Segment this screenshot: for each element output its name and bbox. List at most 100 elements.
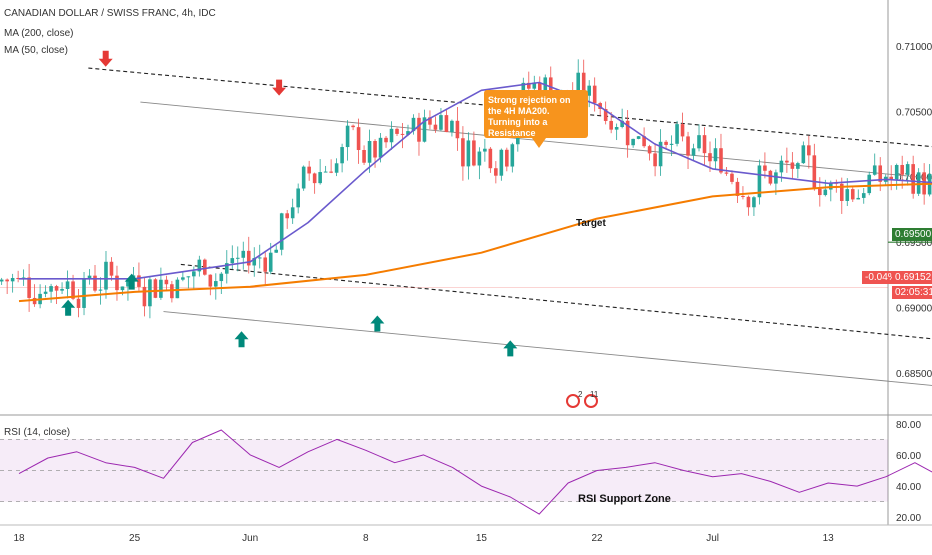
candle-body — [110, 262, 114, 276]
y-tick-label: 0.69000 — [896, 304, 932, 315]
candle-body — [346, 126, 350, 147]
candle-body — [390, 129, 394, 142]
x-tick-label: 18 — [13, 533, 25, 544]
candle-body — [593, 86, 597, 103]
candle-body — [774, 172, 778, 183]
candle-body — [719, 148, 723, 172]
candle-body — [845, 189, 849, 201]
candle-body — [209, 275, 213, 287]
candle-body — [181, 277, 185, 279]
candle-body — [807, 145, 811, 155]
candle-body — [313, 173, 317, 183]
candle-body — [99, 290, 103, 291]
candle-body — [747, 197, 751, 207]
candle-body — [917, 172, 921, 193]
candle-body — [88, 276, 92, 279]
candle-body — [395, 129, 399, 134]
candle-body — [511, 144, 515, 166]
y-tick-label: 0.70500 — [896, 107, 932, 118]
candle-body — [373, 141, 377, 158]
candle-body — [434, 125, 438, 130]
candle-body — [906, 164, 910, 175]
candle-body — [115, 276, 119, 290]
event-badges[interactable]: 2 11 — [566, 390, 600, 412]
candle-body — [851, 189, 855, 199]
candle-body — [143, 287, 147, 306]
candle-body — [192, 271, 196, 276]
candle-body — [104, 262, 108, 290]
candle-body — [351, 126, 355, 127]
candle-body — [862, 193, 866, 198]
candle-body — [0, 280, 3, 282]
candle-body — [697, 135, 701, 148]
candle-body — [258, 257, 262, 258]
rsi-tick-label: 20.00 — [896, 513, 921, 524]
candle-body — [280, 213, 284, 249]
candle-body — [247, 251, 251, 266]
ma50-line — [19, 83, 932, 279]
candle-body — [329, 172, 333, 173]
candle-body — [296, 188, 300, 207]
candle-body — [911, 164, 915, 194]
candle-body — [478, 152, 482, 166]
candle-body — [609, 121, 613, 130]
candle-body — [220, 274, 224, 281]
candle-body — [791, 162, 795, 168]
candle-body — [785, 161, 789, 163]
candle-body — [813, 155, 817, 188]
candle-body — [55, 286, 59, 291]
candle-body — [362, 150, 366, 163]
candle-body — [44, 292, 48, 294]
rsi-tick-label: 60.00 — [896, 451, 921, 462]
candle-body — [445, 115, 449, 132]
candle-body — [769, 171, 773, 184]
candle-body — [318, 172, 322, 183]
candle-body — [214, 281, 218, 287]
candle-body — [631, 139, 635, 145]
candle-body — [653, 153, 657, 166]
candle-body — [11, 278, 15, 281]
candle-body — [165, 280, 169, 284]
candle-body — [692, 148, 696, 155]
event-count-b: 11 — [590, 390, 598, 399]
ma50-legend: MA (50, close) — [4, 45, 68, 56]
candle-body — [148, 279, 152, 306]
channel-dashed-line — [181, 264, 932, 409]
candle-body — [66, 281, 70, 289]
candle-body — [824, 190, 828, 195]
x-tick-label: 22 — [591, 533, 603, 544]
candle-body — [505, 150, 509, 167]
candle-body — [357, 127, 361, 150]
candle-body — [236, 258, 240, 259]
candle-body — [467, 140, 471, 166]
candle-body — [439, 115, 443, 130]
candle-body — [780, 161, 784, 173]
candle-body — [27, 277, 31, 297]
candle-body — [686, 136, 690, 155]
x-tick-label: 13 — [823, 533, 835, 544]
candle-body — [230, 258, 234, 263]
channel-solid-line — [164, 312, 932, 455]
candle-body — [307, 167, 311, 174]
buy-signal-arrow — [370, 316, 384, 332]
candle-body — [494, 168, 498, 175]
candle-body — [489, 149, 493, 168]
candle-body — [856, 198, 860, 199]
candle-body — [615, 127, 619, 130]
countdown-tag: 02:05:31 — [892, 286, 932, 299]
candle-body — [681, 124, 685, 136]
x-tick-label: 25 — [129, 533, 141, 544]
candle-body — [500, 150, 504, 176]
target-label: Target — [576, 218, 606, 229]
candle-body — [384, 138, 388, 142]
last-price-tag: 0.69152 — [892, 271, 932, 284]
candle-body — [703, 135, 707, 153]
candle-body — [461, 138, 465, 166]
candle-body — [873, 165, 877, 174]
buy-signal-arrow — [125, 274, 139, 290]
candle-body — [637, 136, 641, 139]
candle-body — [714, 148, 718, 161]
candle-body — [274, 250, 278, 253]
candle-body — [263, 257, 267, 271]
